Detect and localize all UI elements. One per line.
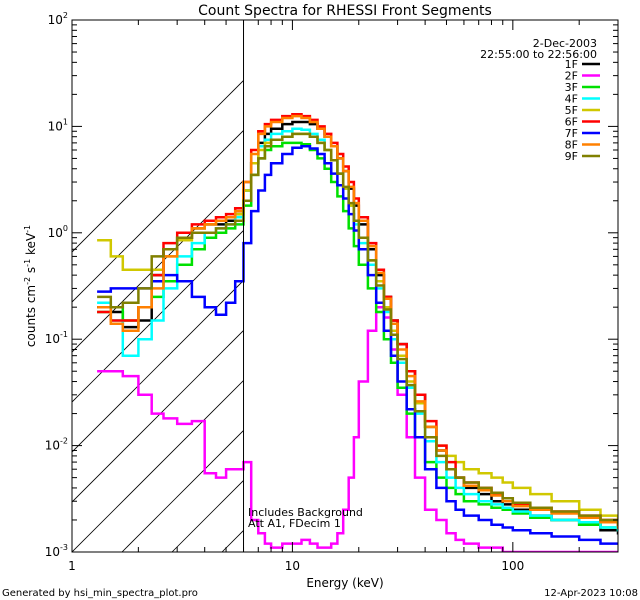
x-tick-label: 1 [68, 559, 76, 573]
hatch-line [72, 179, 244, 353]
series-line-2F [97, 305, 618, 552]
x-tick-label: 100 [501, 559, 524, 573]
x-axis-ticks: 1 10 100 [68, 20, 619, 573]
legend-label-3F: 3F [565, 81, 578, 94]
legend-label-7F: 7F [565, 127, 578, 140]
time-range: 22:55:00 to 22:56:00 [480, 48, 597, 61]
hatch-line [572, 20, 640, 552]
y-tick-label: 10-1 [45, 330, 68, 346]
series-line-3F [97, 141, 618, 532]
series-line-8F [97, 114, 618, 529]
y-tick-label: 100 [48, 224, 68, 240]
timestamp-footer: 12-Apr-2023 10:08 [544, 588, 638, 599]
series-line-7F [97, 145, 618, 545]
y-tick-label: 10-2 [45, 437, 68, 453]
y-axis-ticks: 10-3 10-2 10-1 100 101 102 [45, 11, 618, 559]
chart-title: Count Spectra for RHESSI Front Segments [198, 3, 492, 19]
legend-label-4F: 4F [565, 93, 578, 106]
series-line-9F [97, 132, 618, 527]
legend-label-6F: 6F [565, 116, 578, 129]
y-tick-label: 10-3 [45, 543, 68, 559]
hatch-line [72, 229, 244, 403]
hatch-line [121, 429, 244, 552]
legend-label-9F: 9F [565, 150, 578, 163]
legend-label-1F: 1F [565, 58, 578, 71]
hatch-line [622, 20, 640, 552]
hatch-line [72, 79, 244, 253]
annotation-background: Includes Background [248, 506, 363, 519]
hatch-line [72, 379, 244, 552]
y-axis-label: counts cm-2 s-1 keV-1 [23, 225, 38, 347]
series-line-5F [97, 132, 618, 522]
y-tick-label: 101 [48, 117, 68, 133]
hatch-line [72, 329, 244, 503]
hatch-line [72, 129, 244, 303]
series-lines [97, 113, 618, 552]
observation-date: 2-Dec-2003 [533, 37, 597, 50]
generated-by-footer: Generated by hsi_min_spectra_plot.pro [2, 588, 198, 599]
y-tick-label: 102 [48, 11, 68, 27]
hatch-line [72, 279, 244, 453]
legend-label-8F: 8F [565, 139, 578, 152]
hatch-line [522, 20, 640, 552]
plot-frame [71, 19, 619, 553]
legend-label-5F: 5F [565, 104, 578, 117]
series-line-1F [97, 120, 618, 535]
series-line-4F [97, 127, 618, 532]
series-line-6F [97, 113, 618, 527]
annotation-attenuator: Att A1, FDecim 1 [248, 517, 341, 530]
background-excluded-hatch-region [72, 20, 640, 552]
legend-label-2F: 2F [565, 70, 578, 83]
x-tick-label: 10 [285, 559, 300, 573]
hatch-line [372, 20, 640, 552]
x-axis-label: Energy (keV) [306, 576, 383, 590]
hatch-line [472, 20, 640, 552]
